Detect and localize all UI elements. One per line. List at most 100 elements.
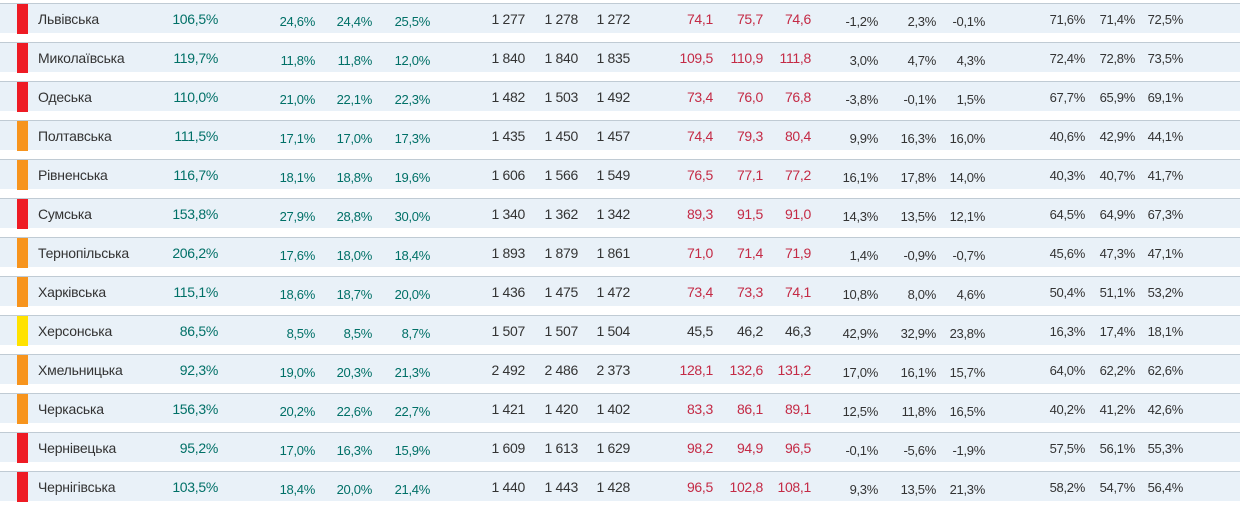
status-marker xyxy=(17,472,28,502)
region-name: Чернівецька xyxy=(38,440,117,456)
status-marker xyxy=(17,160,28,190)
table-row: Черкаська 156,3% 20,2% 22,6% 22,7% 1 421 1 420… xyxy=(0,393,1240,424)
amount-value: 1 435 xyxy=(491,128,525,144)
index-value: 71,4 xyxy=(736,245,763,261)
table-row: Чернівецька 95,2% 17,0% 16,3% 15,9% 1 609 1 61… xyxy=(0,432,1240,463)
amount-value: 1 507 xyxy=(544,323,578,339)
index-value: 96,5 xyxy=(686,479,713,495)
index-value: 71,0 xyxy=(686,245,713,261)
level-value: 45,6% xyxy=(1049,245,1086,261)
amount-value: 1 440 xyxy=(491,479,525,495)
change-value: 4,6% xyxy=(956,286,986,302)
share-value: 20,0% xyxy=(394,286,431,302)
region-name: Херсонська xyxy=(38,323,113,339)
amount-value: 1 342 xyxy=(596,206,630,222)
amount-value: 1 879 xyxy=(544,245,578,261)
level-value: 47,1% xyxy=(1147,245,1184,261)
table-row: Миколаївська 119,7% 11,8% 11,8% 12,0% 1 840 1 … xyxy=(0,42,1240,73)
table-row: Львівська 106,5% 24,6% 24,4% 25,5% 1 277 1 278… xyxy=(0,3,1240,34)
region-name: Миколаївська xyxy=(38,50,125,66)
share-value: 18,0% xyxy=(336,247,373,263)
region-name: Львівська xyxy=(38,11,100,27)
growth-value: 95,2% xyxy=(179,440,219,456)
table-row: Сумська 153,8% 27,9% 28,8% 30,0% 1 340 1 362 1 … xyxy=(0,198,1240,229)
amount-value: 1 436 xyxy=(491,284,525,300)
level-value: 57,5% xyxy=(1049,440,1086,456)
growth-value: 119,7% xyxy=(173,50,218,66)
change-value: -5,6% xyxy=(903,442,937,458)
level-value: 64,9% xyxy=(1099,206,1136,222)
change-value: 3,0% xyxy=(849,52,879,68)
change-value: 12,1% xyxy=(949,208,986,224)
change-value: 4,7% xyxy=(907,52,937,68)
change-value: 21,3% xyxy=(949,481,986,497)
index-value: 109,5 xyxy=(679,50,713,66)
level-value: 55,3% xyxy=(1147,440,1184,456)
change-value: 14,0% xyxy=(949,169,986,185)
share-value: 28,8% xyxy=(336,208,373,224)
share-value: 20,0% xyxy=(336,481,373,497)
amount-value: 1 362 xyxy=(544,206,578,222)
share-value: 19,0% xyxy=(279,364,316,380)
share-value: 17,3% xyxy=(394,130,431,146)
share-value: 8,5% xyxy=(343,325,373,341)
row-trailing-pad xyxy=(1183,121,1240,151)
status-marker xyxy=(17,277,28,307)
change-value: 4,3% xyxy=(956,52,986,68)
level-value: 40,2% xyxy=(1049,401,1086,417)
amount-value: 1 482 xyxy=(491,89,525,105)
row-trailing-pad xyxy=(1183,238,1240,268)
amount-value: 1 609 xyxy=(491,440,525,456)
share-value: 17,6% xyxy=(279,247,316,263)
amount-value: 1 503 xyxy=(544,89,578,105)
level-value: 54,7% xyxy=(1099,479,1136,495)
share-value: 24,6% xyxy=(279,13,316,29)
row-trailing-pad xyxy=(1183,277,1240,307)
growth-value: 111,5% xyxy=(174,128,218,144)
level-value: 53,2% xyxy=(1147,284,1184,300)
growth-value: 103,5% xyxy=(172,479,218,495)
region-name: Сумська xyxy=(38,206,92,222)
share-value: 21,0% xyxy=(279,91,316,107)
share-value: 15,9% xyxy=(394,442,431,458)
table-row: Одеська 110,0% 21,0% 22,1% 22,3% 1 482 1 503 1 … xyxy=(0,81,1240,112)
level-value: 56,4% xyxy=(1147,479,1184,495)
change-value: -3,8% xyxy=(845,91,879,107)
row-trailing-pad xyxy=(1183,160,1240,190)
share-value: 8,7% xyxy=(401,325,431,341)
amount-value: 1 606 xyxy=(491,167,525,183)
amount-value: 2 486 xyxy=(544,362,578,378)
status-marker xyxy=(17,43,28,73)
change-value: -1,9% xyxy=(952,442,986,458)
status-marker xyxy=(17,433,28,463)
index-value: 75,7 xyxy=(736,11,763,27)
row-trailing-pad xyxy=(1183,4,1240,34)
region-name: Рівненська xyxy=(38,167,108,183)
index-value: 80,4 xyxy=(784,128,811,144)
index-value: 98,2 xyxy=(686,440,713,456)
share-value: 18,4% xyxy=(394,247,431,263)
change-value: 1,4% xyxy=(849,247,879,263)
level-value: 67,7% xyxy=(1049,89,1086,105)
level-value: 42,9% xyxy=(1099,128,1136,144)
level-value: 72,4% xyxy=(1049,50,1086,66)
change-value: 17,8% xyxy=(900,169,937,185)
region-name: Черкаська xyxy=(38,401,104,417)
share-value: 22,1% xyxy=(336,91,373,107)
amount-value: 1 861 xyxy=(596,245,630,261)
amount-value: 1 457 xyxy=(596,128,630,144)
level-value: 67,3% xyxy=(1147,206,1184,222)
growth-value: 115,1% xyxy=(173,284,218,300)
level-value: 64,0% xyxy=(1049,362,1086,378)
growth-value: 106,5% xyxy=(172,11,218,27)
index-value: 74,1 xyxy=(784,284,811,300)
share-value: 21,4% xyxy=(394,481,431,497)
row-leading-pad xyxy=(0,4,17,34)
change-value: -0,1% xyxy=(845,442,879,458)
index-value: 132,6 xyxy=(729,362,763,378)
amount-value: 1 840 xyxy=(544,50,578,66)
index-value: 77,1 xyxy=(736,167,763,183)
share-value: 11,8% xyxy=(280,52,316,68)
amount-value: 1 443 xyxy=(544,479,578,495)
index-value: 76,0 xyxy=(736,89,763,105)
